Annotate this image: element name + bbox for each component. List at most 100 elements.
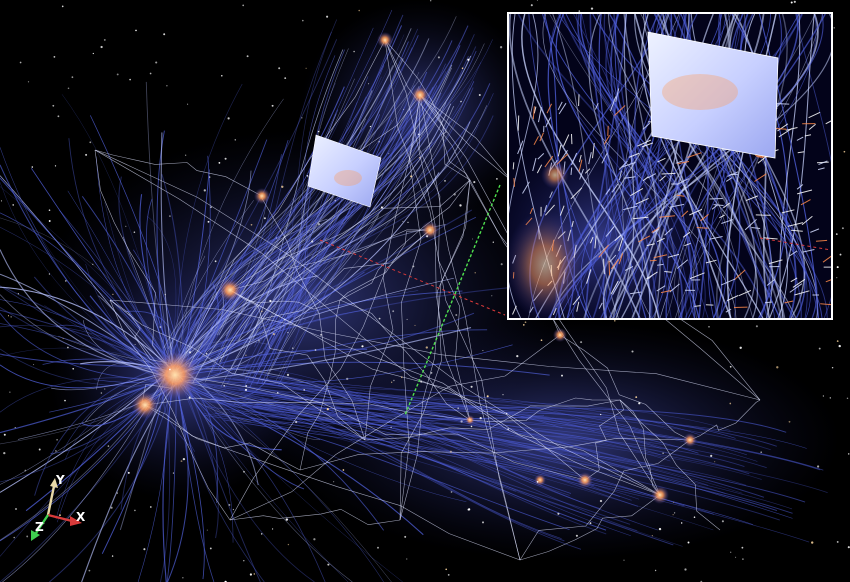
velocity-arrow xyxy=(745,195,759,201)
particle xyxy=(393,379,395,382)
velocity-arrow xyxy=(601,152,608,164)
velocity-arrow xyxy=(642,176,649,182)
particle xyxy=(836,277,838,279)
velocity-arrow xyxy=(605,188,611,195)
particle xyxy=(790,1,793,4)
streamline xyxy=(182,28,419,381)
streamline xyxy=(240,391,652,434)
velocity-arrow xyxy=(756,156,764,158)
particle xyxy=(369,125,372,128)
velocity-arrow xyxy=(659,215,676,218)
velocity-arrow xyxy=(801,215,813,226)
particle xyxy=(88,569,91,572)
streamline xyxy=(0,217,168,367)
velocity-arrow xyxy=(624,265,634,271)
streamline xyxy=(182,215,379,374)
particle xyxy=(378,317,381,320)
particle xyxy=(479,416,482,420)
velocity-arrow xyxy=(637,235,651,243)
particle xyxy=(391,381,393,383)
particle xyxy=(835,233,838,235)
particle xyxy=(9,391,11,393)
particle xyxy=(284,318,286,321)
particle xyxy=(27,81,30,83)
streamline xyxy=(225,86,420,337)
velocity-arrow xyxy=(719,214,725,219)
streamline xyxy=(242,399,780,521)
particle xyxy=(260,533,263,535)
particle xyxy=(401,376,403,379)
particle xyxy=(836,340,839,342)
velocity-arrow xyxy=(594,102,599,110)
y-axis-label: Y xyxy=(56,473,65,487)
streamline xyxy=(222,411,683,547)
velocity-arrow xyxy=(647,173,657,179)
particle xyxy=(311,240,314,243)
streamline xyxy=(176,127,468,367)
selection-plane-hotspot xyxy=(334,170,362,186)
streamline xyxy=(250,417,658,436)
particle xyxy=(305,67,307,69)
particle xyxy=(831,366,834,369)
particle xyxy=(673,501,675,503)
particle xyxy=(3,451,6,455)
filament xyxy=(229,289,366,441)
particle xyxy=(714,461,716,463)
filament xyxy=(299,437,691,471)
velocity-arrow xyxy=(778,128,793,138)
selection-plane[interactable] xyxy=(307,134,382,208)
velocity-arrow xyxy=(802,249,815,253)
velocity-arrow xyxy=(629,291,642,295)
particle xyxy=(19,61,22,64)
particle xyxy=(536,0,538,1)
particle xyxy=(453,193,456,196)
particle xyxy=(246,55,249,58)
velocity-arrow xyxy=(536,164,543,174)
streamline xyxy=(0,177,177,366)
velocity-arrow xyxy=(669,283,680,293)
particle xyxy=(838,344,841,348)
inset-streamline xyxy=(634,14,759,318)
velocity-arrow xyxy=(589,236,594,244)
velocity-arrow xyxy=(764,301,773,304)
particle xyxy=(358,9,360,12)
particle xyxy=(302,19,304,22)
filament xyxy=(384,39,471,181)
particle xyxy=(729,402,732,405)
velocity-arrow xyxy=(621,161,636,168)
velocity-arrow xyxy=(539,132,544,142)
velocity-arrow xyxy=(610,280,619,295)
particle xyxy=(741,546,744,549)
filament xyxy=(519,439,691,561)
velocity-arrow xyxy=(738,289,752,297)
streamline xyxy=(204,105,488,353)
velocity-arrow xyxy=(635,197,649,205)
particle xyxy=(232,508,235,511)
velocity-arrow xyxy=(559,205,565,216)
inset-streamline xyxy=(615,14,635,318)
velocity-arrow xyxy=(676,178,690,185)
filament xyxy=(229,229,431,521)
filament xyxy=(299,299,341,471)
streamline xyxy=(217,50,477,370)
velocity-arrow xyxy=(725,177,733,182)
inset-streamline xyxy=(608,14,696,318)
velocity-arrow xyxy=(628,152,640,158)
filament xyxy=(229,289,661,496)
velocity-arrow xyxy=(642,122,651,130)
velocity-arrow xyxy=(768,259,783,265)
filament xyxy=(384,39,521,561)
streamline xyxy=(167,382,189,582)
velocity-arrow xyxy=(598,302,603,309)
streamline xyxy=(208,379,674,432)
particle xyxy=(7,315,10,317)
velocity-arrow xyxy=(647,274,654,280)
inset-streamline xyxy=(607,14,797,318)
streamline xyxy=(89,115,183,368)
particle xyxy=(474,272,476,274)
particle xyxy=(227,117,230,120)
velocity-arrow xyxy=(517,140,524,155)
particle xyxy=(536,481,539,483)
particle xyxy=(444,180,446,182)
velocity-arrow xyxy=(744,219,757,231)
